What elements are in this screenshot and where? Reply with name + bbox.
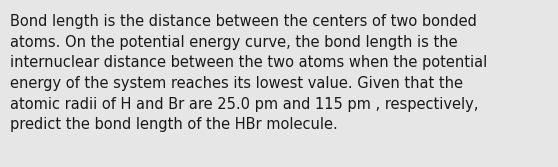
Text: Bond length is the distance between the centers of two bonded
atoms. On the pote: Bond length is the distance between the … xyxy=(10,14,487,132)
